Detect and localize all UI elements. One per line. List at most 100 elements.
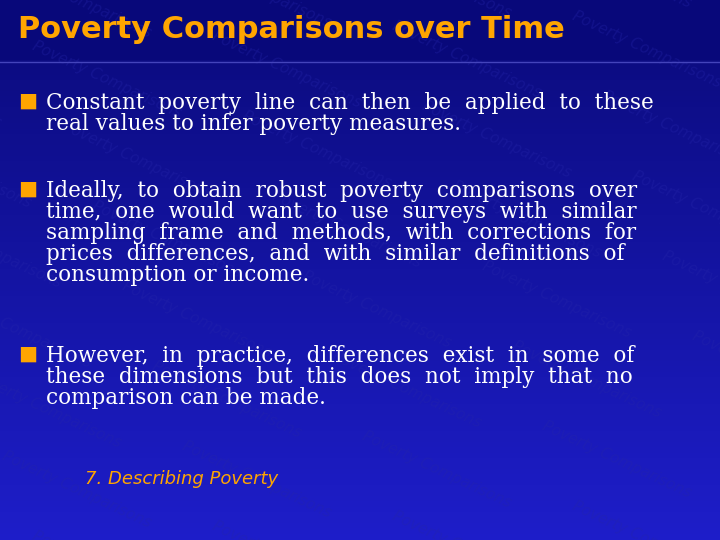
Bar [0,404,720,410]
Bar [0,37,720,43]
Bar [0,334,720,340]
Bar [0,431,720,437]
Text: Poverty Comparisons: Poverty Comparisons [570,499,720,540]
Bar [0,177,720,184]
Bar [0,85,720,92]
Text: Poverty Comparisons: Poverty Comparisons [150,359,304,441]
Bar [0,69,720,76]
Bar [0,339,720,346]
Bar [0,285,720,292]
Text: prices  differences,  and  with  similar  definitions  of: prices differences, and with similar def… [46,243,624,265]
Text: Poverty Comparisons: Poverty Comparisons [60,119,214,201]
Bar [0,204,720,211]
Text: However,  in  practice,  differences  exist  in  some  of: However, in practice, differences exist … [46,345,634,367]
Text: Poverty Comparisons: Poverty Comparisons [630,169,720,251]
Text: Ideally,  to  obtain  robust  poverty  comparisons  over: Ideally, to obtain robust poverty compar… [46,180,637,202]
Bar [0,188,720,194]
Text: these  dimensions  but  this  does  not  imply  that  no: these dimensions but this does not imply… [46,366,633,388]
Text: Poverty Comparisons: Poverty Comparisons [390,509,544,540]
Bar [0,409,720,416]
Bar [0,291,720,297]
Text: Poverty Comparisons: Poverty Comparisons [0,0,153,41]
Bar [0,53,720,59]
Text: Poverty Comparisons: Poverty Comparisons [390,19,544,101]
Text: Poverty Comparisons: Poverty Comparisons [90,199,243,281]
Bar [0,166,720,173]
Bar [0,231,720,238]
Bar [0,393,720,400]
Bar [0,107,720,113]
Bar [0,96,720,103]
Bar [0,420,720,427]
Bar [0,31,720,38]
Bar [0,377,720,383]
Text: Poverty Comparisons: Poverty Comparisons [420,99,574,181]
Text: Poverty Comparisons: Poverty Comparisons [360,429,513,511]
Bar [0,48,720,54]
Bar [0,258,720,265]
Text: Poverty Comparisons: Poverty Comparisons [270,189,423,271]
Text: Poverty Comparisons: Poverty Comparisons [210,29,364,111]
Bar [0,215,720,221]
Bar [0,58,720,65]
Bar [0,345,720,351]
Bar [0,458,720,464]
Bar [0,91,720,97]
Bar [0,183,720,189]
Text: Poverty Comparisons: Poverty Comparisons [0,209,63,291]
Bar [0,118,720,124]
Bar [0,490,720,497]
Text: Poverty Comparisons: Poverty Comparisons [510,339,664,421]
Text: time,  one  would  want  to  use  surveys  with  similar: time, one would want to use surveys with… [46,201,636,223]
Text: Poverty Comparisons: Poverty Comparisons [120,279,274,361]
Text: Poverty Comparisons: Poverty Comparisons [210,519,364,540]
Bar [0,274,720,281]
Bar [0,269,720,275]
Bar [0,534,720,540]
Text: sampling  frame  and  methods,  with  corrections  for: sampling frame and methods, with correct… [46,222,636,244]
Bar [0,501,720,508]
Bar [0,372,720,378]
Bar [0,242,720,248]
Text: Poverty Comparisons: Poverty Comparisons [0,49,4,131]
Bar [0,361,720,367]
Bar [0,247,720,254]
Bar [0,496,720,502]
Bar [0,307,720,313]
Text: Poverty Comparisons: Poverty Comparisons [480,259,634,341]
Text: Poverty Comparisons: Poverty Comparisons [540,0,693,11]
Bar [0,80,720,86]
Text: Poverty Comparisons: Poverty Comparisons [330,349,484,431]
Bar [0,296,720,302]
Text: Poverty Comparisons: Poverty Comparisons [600,89,720,171]
Text: Poverty Comparisons: Poverty Comparisons [570,9,720,91]
Text: Poverty Comparisons: Poverty Comparisons [0,369,124,451]
Text: Poverty Comparisons over Time: Poverty Comparisons over Time [18,16,564,44]
Bar [0,0,720,60]
Text: ■: ■ [18,180,37,199]
Bar [0,517,720,524]
Text: comparison can be made.: comparison can be made. [46,387,326,409]
Bar [0,280,720,286]
Bar [0,318,720,324]
Bar [0,199,720,205]
Bar [0,469,720,475]
Text: Poverty Comparisons: Poverty Comparisons [30,39,184,121]
Bar [0,112,720,119]
Bar [0,426,720,432]
Text: Poverty Comparisons: Poverty Comparisons [0,449,153,531]
Bar [0,172,720,178]
Text: ■: ■ [18,345,37,364]
Bar [0,355,720,362]
Bar [0,436,720,443]
Text: Poverty Comparisons: Poverty Comparisons [540,419,693,501]
Bar [0,453,720,459]
Bar [0,0,720,5]
Bar [0,123,720,130]
Bar [0,264,720,270]
Bar [0,463,720,470]
Bar [0,129,720,135]
Bar [0,75,720,81]
Text: 7. Describing Poverty: 7. Describing Poverty [85,470,278,488]
Text: Poverty Comparisons: Poverty Comparisons [240,109,394,191]
